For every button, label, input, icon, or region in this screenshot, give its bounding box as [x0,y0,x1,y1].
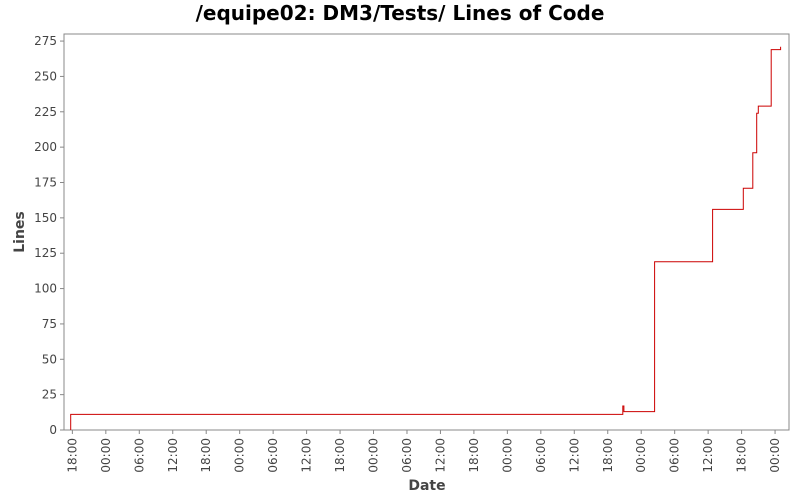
y-tick-label: 75 [42,317,57,331]
x-tick-label: 18:00 [199,438,213,473]
x-tick-label: 00:00 [367,438,381,473]
x-tick-label: 12:00 [567,438,581,473]
y-axis: 0 25 50 75 100 125 150 175 200 225 250 275 [34,34,64,437]
y-axis-label: Lines [12,211,28,253]
y-tick-label: 125 [34,246,57,260]
y-tick-label: 150 [34,211,57,225]
y-tick-label: 200 [34,140,57,154]
x-tick-label: 00:00 [500,438,514,473]
x-tick-label: 06:00 [132,438,146,473]
x-tick-label: 06:00 [534,438,548,473]
x-tick-label: 06:00 [266,438,280,473]
y-tick-label: 175 [34,176,57,190]
y-tick-label: 275 [34,34,57,48]
x-tick-label: 00:00 [768,438,782,473]
y-tick-label: 225 [34,105,57,119]
x-tick-label: 00:00 [233,438,247,473]
series-layer [70,46,782,430]
x-tick-label: 12:00 [300,438,314,473]
x-tick-label: 06:00 [668,438,682,473]
x-tick-label: 18:00 [601,438,615,473]
x-tick-label: 18:00 [333,438,347,473]
y-tick-label: 0 [49,423,57,437]
series-line [70,46,782,430]
y-tick-label: 25 [42,388,57,402]
x-tick-label: 06:00 [400,438,414,473]
x-tick-label: 00:00 [99,438,113,473]
y-tick-label: 50 [42,352,57,366]
chart-title: /equipe02: DM3/Tests/ Lines of Code [196,1,605,25]
plot-area [63,33,790,431]
x-tick-label: 12:00 [166,438,180,473]
x-tick-label: 00:00 [634,438,648,473]
x-tick-label: 12:00 [701,438,715,473]
y-tick-label: 250 [34,69,57,83]
x-tick-label: 18:00 [65,438,79,473]
x-tick-label: 18:00 [735,438,749,473]
x-tick-label: 12:00 [433,438,447,473]
y-tick-label: 100 [34,282,57,296]
x-axis: 18:00 00:00 06:00 12:00 18:00 00:00 06:00 12:00… [65,430,782,473]
x-tick-label: 18:00 [467,438,481,473]
x-axis-label: Date [408,478,445,494]
